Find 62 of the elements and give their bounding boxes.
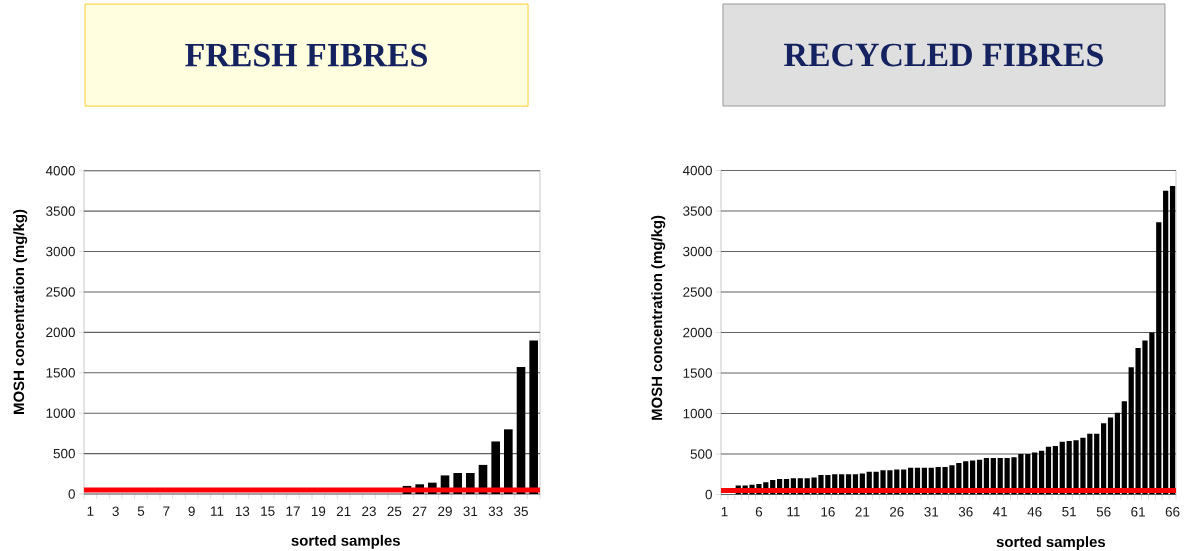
- y-tick-label: 4000: [682, 165, 712, 176]
- chart-title: RECYCLED FIBRES: [784, 43, 1103, 67]
- x-tick-label: 61: [1131, 507, 1145, 517]
- x-tick-label: 51: [1062, 507, 1076, 517]
- x-tick-label: 23: [362, 506, 376, 517]
- x-tick-label: 15: [261, 506, 275, 516]
- chart-title: FRESH FIBRES: [185, 43, 427, 67]
- y-tick-label: 0: [68, 489, 75, 499]
- x-tick-label: 13: [235, 506, 250, 517]
- y-tick-label: 500: [53, 448, 75, 459]
- y-tick-label: 1000: [683, 408, 712, 419]
- bar: [1163, 190, 1169, 495]
- x-tick-label: 27: [412, 506, 427, 516]
- x-tick-label: 26: [890, 507, 904, 517]
- y-tick-label: 500: [690, 449, 712, 459]
- y-tick-label: 1000: [46, 408, 75, 418]
- y-axis-title: MOSH concentration (mg/kg): [651, 215, 666, 420]
- y-tick-label: 2000: [683, 327, 712, 338]
- y-tick-label: 0: [705, 489, 712, 500]
- y-tick-label: 1500: [683, 368, 712, 378]
- x-tick-label: 11: [211, 506, 224, 516]
- x-tick-label: 31: [463, 506, 478, 517]
- x-tick-label: 46: [1027, 507, 1042, 517]
- y-tick-label: 1500: [46, 368, 75, 378]
- bar: [1169, 185, 1176, 495]
- y-tick-label: 3500: [683, 206, 712, 216]
- y-tick-label: 2500: [683, 287, 712, 297]
- x-tick-label: 35: [514, 506, 528, 517]
- x-tick-label: 21: [855, 507, 870, 517]
- x-axis-title: sorted samples: [291, 534, 400, 549]
- x-tick-label: 33: [488, 506, 503, 517]
- x-tick-label: 66: [1165, 507, 1180, 517]
- y-tick-label: 3000: [46, 246, 75, 257]
- y-axis-title: MOSH concentration (mg/kg): [13, 209, 28, 414]
- y-tick-label: 2000: [46, 327, 75, 338]
- x-tick-label: 7: [163, 506, 170, 516]
- x-axis-title: sorted samples: [996, 536, 1106, 551]
- x-tick-label: 17: [286, 506, 300, 516]
- x-tick-label: 36: [958, 507, 973, 517]
- x-tick-label: 19: [311, 506, 326, 517]
- x-tick-label: 29: [438, 506, 452, 517]
- x-tick-label: 56: [1096, 507, 1111, 517]
- y-tick-label: 3500: [46, 206, 75, 216]
- bar: [491, 441, 500, 494]
- y-tick-label: 2500: [46, 287, 75, 297]
- x-tick-label: 16: [821, 507, 835, 517]
- bar: [504, 429, 513, 494]
- x-tick-label: 41: [993, 507, 1008, 517]
- x-tick-label: 1: [87, 506, 94, 516]
- x-tick-label: 6: [755, 507, 763, 517]
- y-tick-label: 4000: [45, 165, 75, 176]
- x-tick-label: 3: [112, 506, 119, 517]
- x-tick-label: 21: [336, 506, 351, 516]
- bar: [1121, 401, 1127, 495]
- x-tick-label: 11: [787, 507, 800, 517]
- x-tick-label: 5: [137, 506, 145, 516]
- bar: [529, 340, 538, 494]
- x-tick-label: 31: [924, 507, 939, 517]
- x-tick-label: 1: [721, 507, 728, 517]
- x-tick-label: 25: [387, 506, 402, 517]
- x-tick-label: 9: [188, 506, 195, 517]
- y-tick-label: 3000: [683, 246, 712, 257]
